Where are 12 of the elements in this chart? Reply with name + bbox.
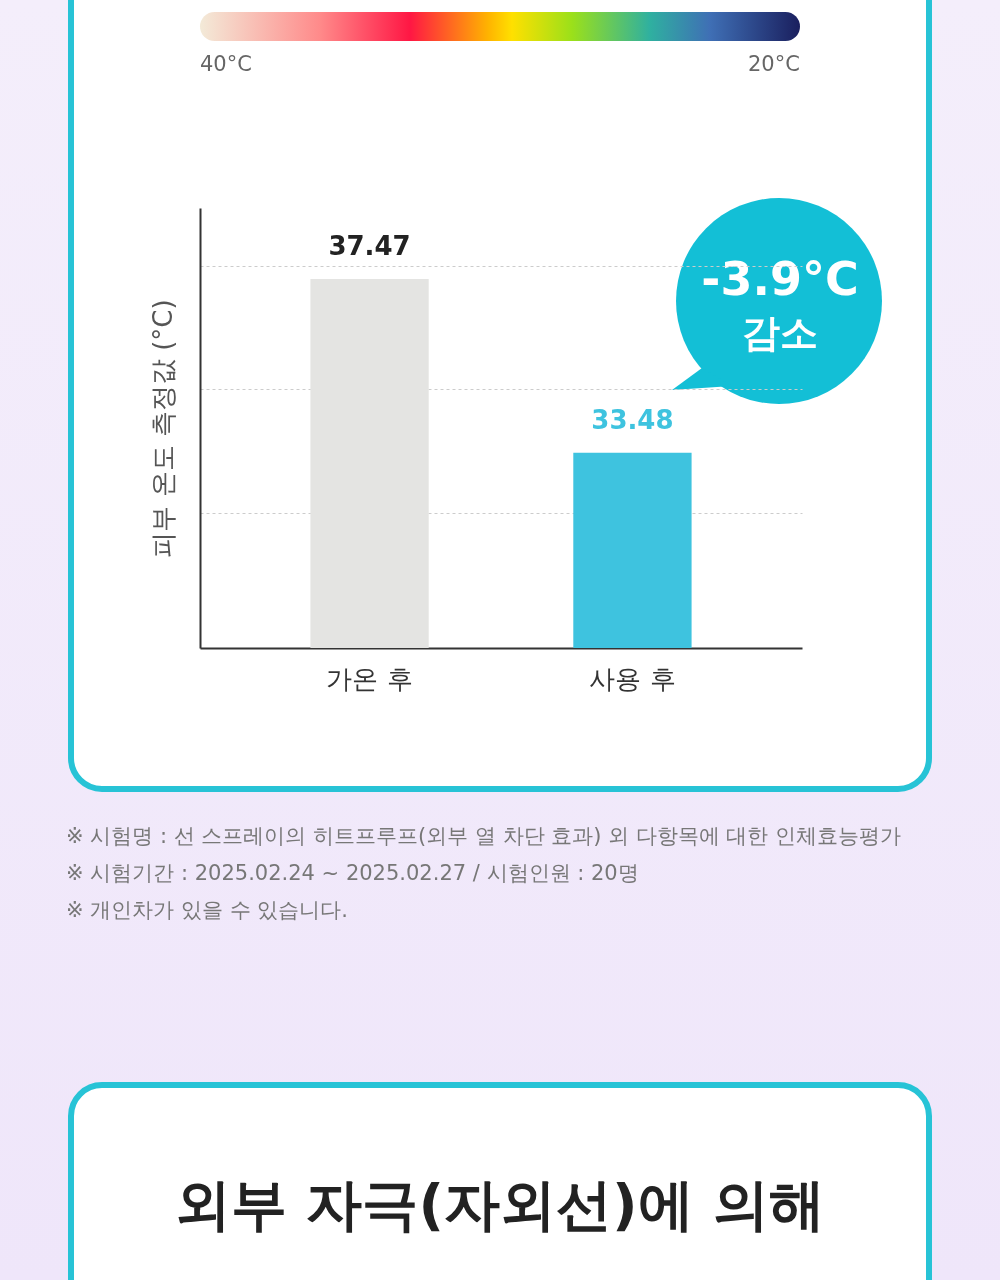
x-tick-label: 가온 후 (326, 663, 413, 694)
text: ※ 시험기간 : 2025.02.24 ~ 2025.02.27 / 시험인원 : 20명 (66, 860, 640, 887)
annotation: -3.9°C 감소 (700, 252, 860, 357)
text: 40°C (200, 52, 252, 76)
data-label: 37.47 (328, 231, 411, 262)
data-label: 33.48 (591, 404, 674, 435)
y-axis-title: 피부 온도 측정값 (°C) (147, 299, 178, 558)
text: ※ 개인차가 있을 수 있습니다. (66, 897, 349, 924)
text: 20°C (748, 52, 800, 76)
x-tick-label: 사용 후 (589, 663, 676, 694)
text: 외부 자극(자외선)에 의해 (173, 1171, 827, 1239)
text: ※ 시험명 : 선 스프레이의 히트프루프(외부 열 차단 효과) 외 다항목에 대한 인체효능평가 (66, 823, 903, 850)
